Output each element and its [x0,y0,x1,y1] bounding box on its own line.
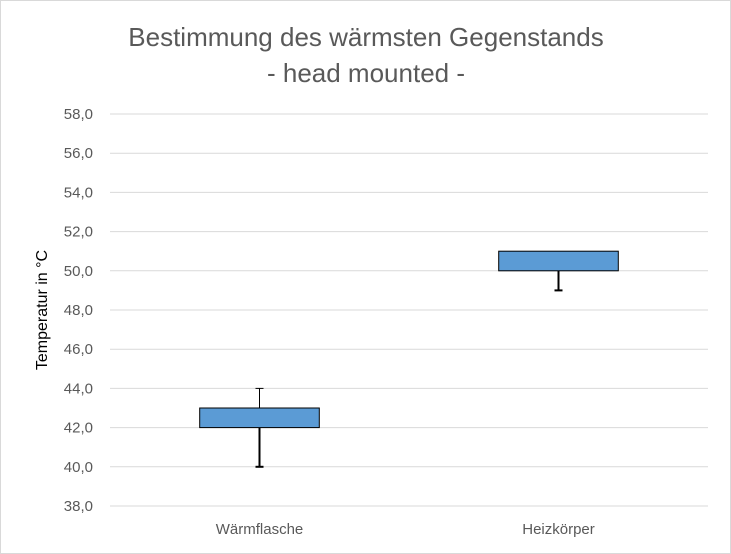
y-tick-label: 56,0 [64,145,93,162]
box-plot-2 [498,250,619,292]
x-tick-labels: Wärmflasche Heizkörper [216,521,595,538]
chart-subtitle: - head mounted - [267,58,465,88]
y-axis-label: Temperatur in °C [34,250,51,370]
y-tick-label: 48,0 [64,302,93,319]
box-plots [199,250,619,468]
y-tick-label: 38,0 [64,498,93,515]
y-tick-label: 54,0 [64,184,93,201]
y-tick-label: 44,0 [64,380,93,397]
box-plot-1 [199,387,320,468]
box-body [199,407,320,429]
y-tick-label: 58,0 [64,106,93,123]
y-tick-label: 50,0 [64,263,93,280]
y-tick-labels: 38,0 40,0 42,0 44,0 46,0 48,0 50,0 52,0 54,0 56,0… [64,106,93,515]
box-body [498,250,619,272]
y-tick-label: 42,0 [64,420,93,437]
gridlines [110,113,708,507]
x-tick-label: Wärmflasche [216,521,304,538]
y-tick-label: 46,0 [64,341,93,358]
y-tick-label: 52,0 [64,224,93,241]
y-tick-label: 40,0 [64,459,93,476]
x-tick-label: Heizkörper [522,521,595,538]
chart-title: Bestimmung des wärmsten Gegenstands [128,22,603,52]
